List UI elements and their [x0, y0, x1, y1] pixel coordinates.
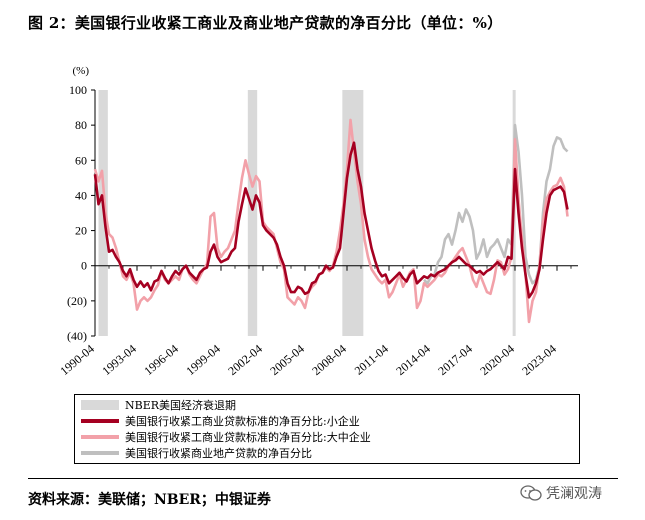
x-tick-label: 2020-04	[477, 342, 517, 378]
series-line-small-business	[93, 141, 569, 299]
wechat-icon	[520, 485, 542, 501]
x-tick-label: 1999-04	[183, 342, 223, 378]
watermark-text: 凭澜观涛	[546, 486, 602, 502]
series-lines	[93, 118, 569, 324]
legend-item-large-business: 美国银行收紧工商业贷款标准的净百分比:大中企业	[81, 429, 371, 444]
watermark: 凭澜观涛	[520, 483, 602, 503]
x-tick-label: 2023-04	[519, 342, 559, 378]
legend-swatch-small-business	[81, 418, 119, 423]
y-tick-label: 0	[81, 259, 87, 273]
x-tick-label: 2014-04	[393, 342, 433, 378]
legend-label-recession: NBER美国经济衰退期	[125, 398, 237, 412]
x-tick-label: 2008-04	[309, 342, 349, 378]
recession-band-2	[247, 90, 258, 336]
y-tick-label: 20	[75, 224, 87, 238]
x-tick-label: 1996-04	[141, 342, 181, 378]
y-tick-label: 80	[75, 118, 87, 132]
legend-label-commercial-real-estate: 美国银行收紧商业地产贷款的净百分比	[125, 446, 312, 460]
legend-item-commercial-real-estate: 美国银行收紧商业地产贷款的净百分比	[81, 445, 312, 460]
legend-label-large-business: 美国银行收紧工商业贷款标准的净百分比:大中企业	[125, 430, 371, 444]
y-tick-label: (20)	[67, 294, 87, 308]
legend-swatch-recession	[81, 399, 119, 410]
divider-line	[28, 478, 618, 479]
legend-swatch-commercial-real-estate	[81, 450, 119, 455]
x-tick-label: 2017-04	[435, 342, 475, 378]
source-note: 资料来源：美联储；NBER；中银证券	[28, 492, 271, 508]
recession-band-3	[342, 90, 364, 336]
legend-item-recession: NBER美国经济衰退期	[81, 397, 236, 412]
x-tick-label: 1990-04	[57, 342, 97, 378]
line-chart: 100 80 60 40 20 0 (20) (40)1990-04 1993-04 1996-0…	[57, 65, 578, 378]
series-line-large-business	[93, 118, 569, 324]
x-tick-label: 2011-04	[352, 342, 391, 378]
legend-label-small-business: 美国银行收紧工商业贷款标准的净百分比:小企业	[125, 414, 360, 428]
legend-swatch-large-business	[81, 434, 119, 439]
y-tick-label: 100	[69, 83, 87, 97]
x-tick-label: 1993-04	[99, 342, 139, 378]
legend: NBER美国经济衰退期 美国银行收紧工商业贷款标准的净百分比:小企业 美国银行收…	[74, 394, 580, 464]
x-tick-label: 2005-04	[267, 342, 307, 378]
y-unit-label: (%)	[73, 65, 90, 77]
x-tick-label: 2002-04	[225, 342, 265, 378]
y-tick-label: 60	[75, 153, 87, 167]
series-line-commercial-real-estate	[423, 123, 569, 285]
y-tick-label: (40)	[67, 329, 87, 343]
axes: 100 80 60 40 20 0 (20) (40)1990-04 1993-04 1996-0…	[57, 83, 578, 378]
y-tick-label: 40	[75, 188, 87, 202]
chart-title: 图 2：美国银行业收紧工商业及商业地产贷款的净百分比（单位：%）	[28, 14, 503, 32]
legend-item-small-business: 美国银行收紧工商业贷款标准的净百分比:小企业	[81, 413, 360, 428]
